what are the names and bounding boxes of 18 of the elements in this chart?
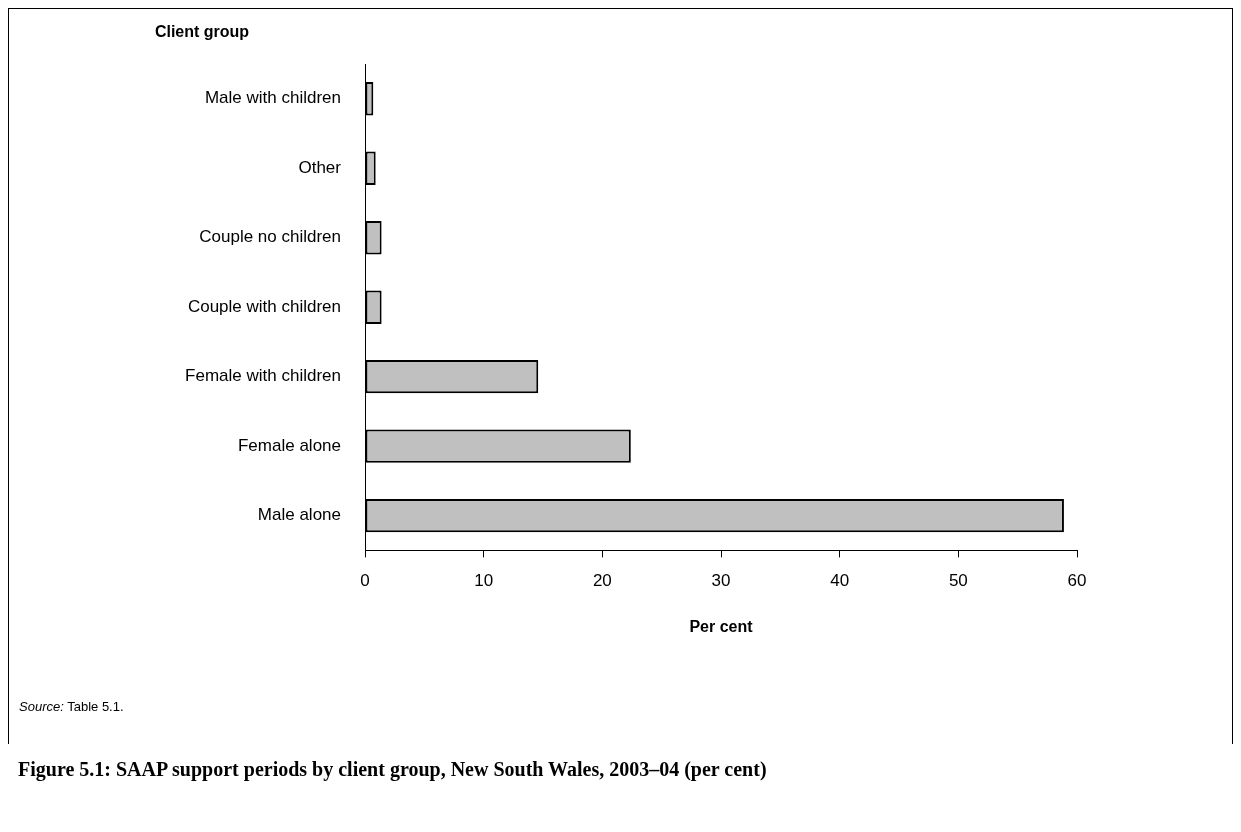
y-tick-label: Male with children: [204, 88, 341, 108]
x-tick-label: 50: [948, 571, 968, 591]
x-tick-label: 30: [711, 571, 731, 591]
source-note: Source: Table 5.1.: [19, 699, 125, 714]
x-tick-label: 60: [1067, 571, 1087, 591]
y-tick-label: Couple no children: [199, 227, 341, 247]
x-tick-label: 0: [360, 571, 370, 591]
x-tick-label: 40: [830, 571, 850, 591]
y-tick-label: Other: [298, 157, 342, 177]
y-axis-title: Client group: [154, 23, 250, 41]
y-tick-label: Male alone: [257, 505, 341, 525]
y-tick-label: Female alone: [237, 435, 341, 455]
y-tick-label: Couple with children: [187, 296, 341, 316]
y-tick-label: Female with children: [185, 366, 341, 386]
text: Figure 5.1: SAAP support periods by client group, New South Wales, 2003–04 (per cent): [18, 758, 768, 781]
x-tick-label: 10: [474, 571, 494, 591]
x-tick-label: 20: [592, 571, 612, 591]
x-axis-title: Per cent: [689, 617, 754, 635]
